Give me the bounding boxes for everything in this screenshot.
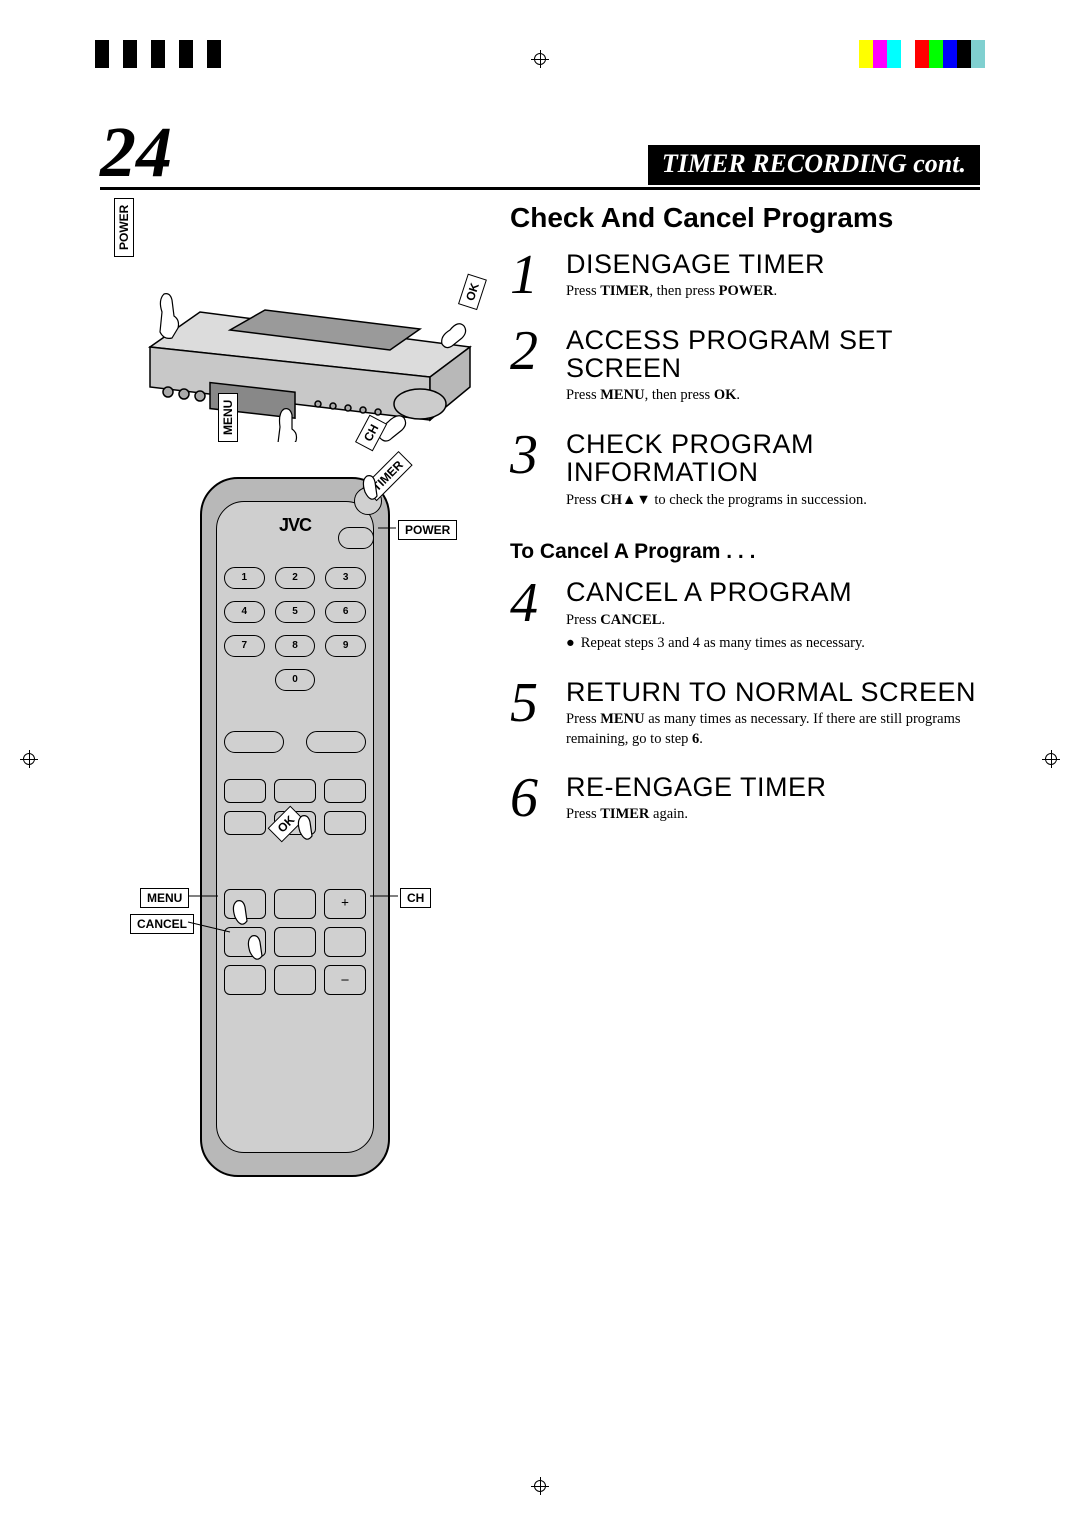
section-banner: TIMER RECORDING cont. [648,145,980,185]
remote-illustration: JVC 1234567890 + – [100,462,490,1222]
step-number: 6 [510,771,552,825]
page-header: 24 TIMER RECORDING cont. [100,120,980,190]
illustrations-column: POWER OK MENU CH JVC 1234567890 [100,202,490,1222]
step-text: Press TIMER again. [566,805,980,825]
step-5: 5 RETURN TO NORMAL SCREEN Press MENU as ma… [510,676,980,749]
vcr-label-menu: MENU [218,392,238,441]
remote-hands [100,462,490,1222]
registration-marks [0,40,1080,70]
reg-cross-top [531,50,549,68]
section-title: Check And Cancel Programs [510,202,980,234]
step-text: Press MENU as many times as necessary. I… [566,710,980,749]
reg-cross-bottom [531,1477,549,1495]
step-text: Press CH▲▼ to check the programs in succ… [566,491,980,511]
sub-heading: To Cancel A Program . . . [510,540,980,564]
step-number: 4 [510,576,552,653]
reg-bars-left [95,40,221,68]
step-text: Press TIMER, then press POWER. [566,282,980,302]
vcr-svg [100,202,490,442]
step-text: Press MENU, then press OK. [566,386,980,406]
step-3: 3CHECK PROGRAM INFORMATION Press CH▲▼ to … [510,428,980,510]
reg-cross-left [20,750,38,768]
step-text: Press CANCEL. [566,611,980,631]
step-heading: RETURN TO NORMAL SCREEN [566,678,980,706]
steps-group-2: 4 CANCEL A PROGRAM Press CANCEL. ●Repeat st… [510,576,980,825]
page-content: 24 TIMER RECORDING cont. [100,120,980,1222]
step-2: 2ACCESS PROGRAM SET SCREEN Press MENU, th… [510,324,980,406]
step-heading: RE-ENGAGE TIMER [566,773,980,801]
step-heading: CHECK PROGRAM INFORMATION [566,430,980,487]
steps-column: Check And Cancel Programs 1 DISENGAGE TIM… [510,202,980,1222]
step-4: 4 CANCEL A PROGRAM Press CANCEL. ●Repeat st… [510,576,980,653]
step-heading: ACCESS PROGRAM SET SCREEN [566,326,980,383]
step-bullet: ●Repeat steps 3 and 4 as many times as n… [566,634,980,654]
page-number: 24 [100,120,172,185]
step-number: 2 [510,324,552,406]
step-1: 1 DISENGAGE TIMER Press TIMER, then press … [510,248,980,302]
step-number: 3 [510,428,552,510]
reg-cross-right [1042,750,1060,768]
step-heading: CANCEL A PROGRAM [566,578,980,606]
vcr-illustration: POWER OK MENU CH [100,202,490,442]
step-6: 6 RE-ENGAGE TIMER Press TIMER again. [510,771,980,825]
vcr-label-power: POWER [114,197,134,256]
reg-bars-right [859,40,985,68]
step-heading: DISENGAGE TIMER [566,250,980,278]
step-number: 1 [510,248,552,302]
steps-group-1: 1 DISENGAGE TIMER Press TIMER, then press … [510,248,980,510]
step-number: 5 [510,676,552,749]
